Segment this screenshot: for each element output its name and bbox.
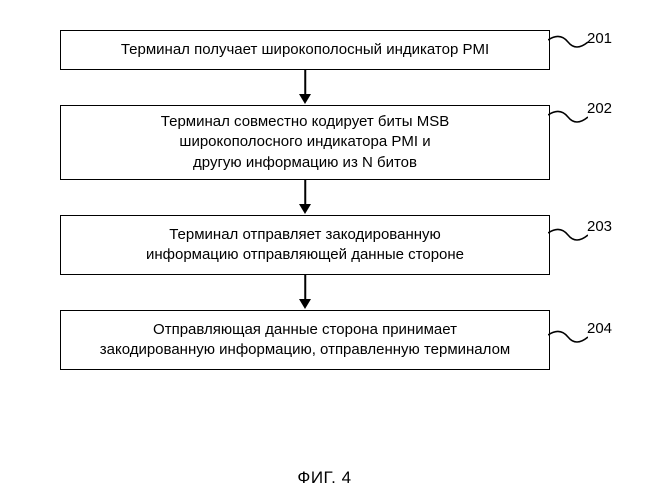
node-text: Терминал отправляет закодированную xyxy=(169,225,441,245)
node-text: Терминал получает широкополосный индикат… xyxy=(121,40,489,60)
step-label: 203 xyxy=(587,218,612,235)
callout-line xyxy=(548,223,588,251)
arrow-head-icon xyxy=(299,299,311,309)
arrow-head-icon xyxy=(299,204,311,214)
step-label: 201 xyxy=(587,30,612,47)
arrow-line xyxy=(304,70,306,96)
flowchart-container: Терминал получает широкополосный индикат… xyxy=(60,30,550,370)
arrow-line xyxy=(304,275,306,301)
arrow-line xyxy=(304,180,306,206)
node-text: другую информацию из N битов xyxy=(193,153,417,173)
flow-node: Терминал получает широкополосный индикат… xyxy=(60,30,550,70)
step-label: 202 xyxy=(587,100,612,117)
step-label: 204 xyxy=(587,320,612,337)
callout-line xyxy=(548,105,588,133)
flow-node: Терминал совместно кодирует биты MSB шир… xyxy=(60,105,550,180)
callout-line xyxy=(548,30,588,58)
node-text: широкополосного индикатора PMI и xyxy=(179,132,430,152)
figure-caption: ФИГ. 4 xyxy=(297,468,351,488)
node-text: Терминал совместно кодирует биты MSB xyxy=(161,112,449,132)
callout-line xyxy=(548,325,588,353)
arrow-head-icon xyxy=(299,94,311,104)
flow-node: Отправляющая данные сторона принимает за… xyxy=(60,310,550,370)
flow-arrow xyxy=(60,70,550,105)
node-text: закодированную информацию, отправленную … xyxy=(100,340,510,360)
node-text: информацию отправляющей данные стороне xyxy=(146,245,464,265)
flow-arrow xyxy=(60,275,550,310)
node-text: Отправляющая данные сторона принимает xyxy=(153,320,457,340)
flow-node: Терминал отправляет закодированную инфор… xyxy=(60,215,550,275)
flow-arrow xyxy=(60,180,550,215)
